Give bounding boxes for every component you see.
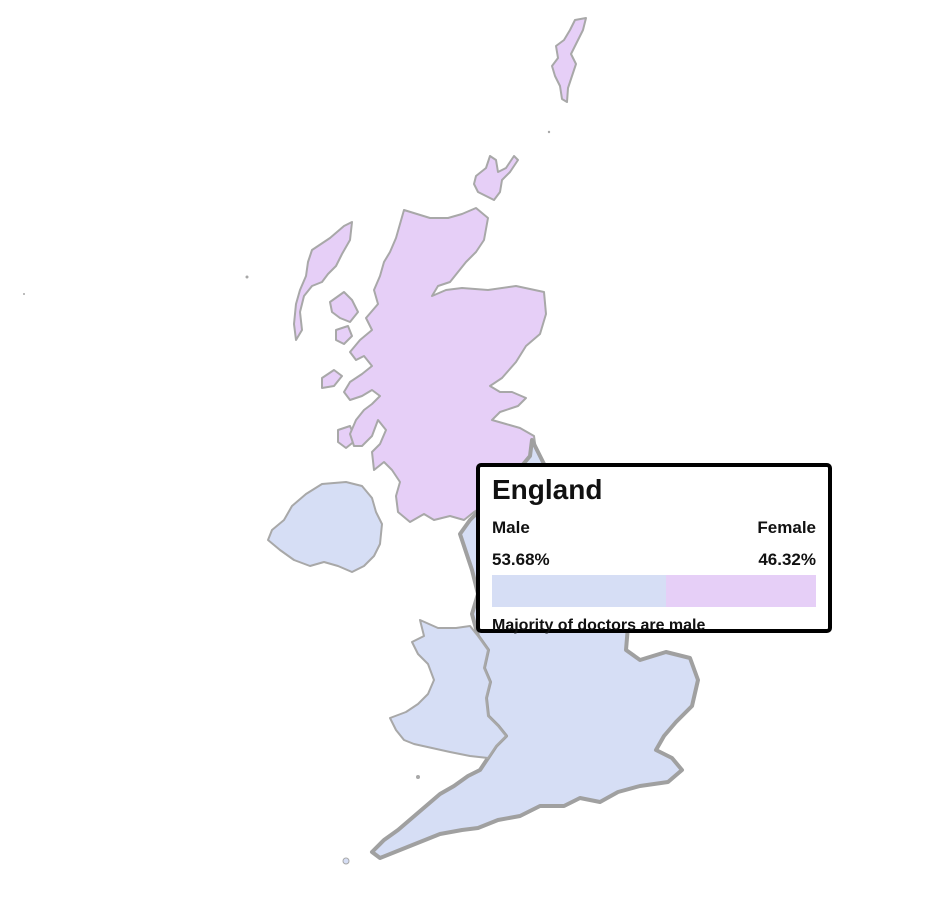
region-northern-ireland[interactable] [267,481,383,573]
tooltip-title: England [492,474,603,505]
islet-dot [23,293,25,295]
female-label: Female [757,518,816,537]
female-share-bar [665,575,816,607]
male-value: 53.68% [492,550,550,569]
region-scotland[interactable] [343,207,547,523]
inner-hebrides[interactable] [321,291,359,449]
female-value: 46.32% [758,550,816,569]
gender-ratio-bar [492,575,816,607]
region-wales[interactable] [389,619,507,759]
islet-dot [416,775,420,779]
islet-dot [245,275,249,279]
tooltip-values: 53.68% 46.32% [492,549,816,571]
male-share-bar [492,575,666,607]
region-tooltip: England Male Female 53.68% 46.32% Majori… [476,463,832,634]
islet-dot [547,130,551,134]
outer-hebrides[interactable] [293,221,353,341]
region-england[interactable] [370,438,700,860]
orkney-islands[interactable] [473,155,519,201]
shetland-islands[interactable] [551,17,587,103]
tooltip-note: Majority of doctors are male [492,617,706,634]
islet-dot [342,857,350,865]
male-label: Male [492,518,530,537]
tooltip-labels: Male Female [492,517,816,539]
